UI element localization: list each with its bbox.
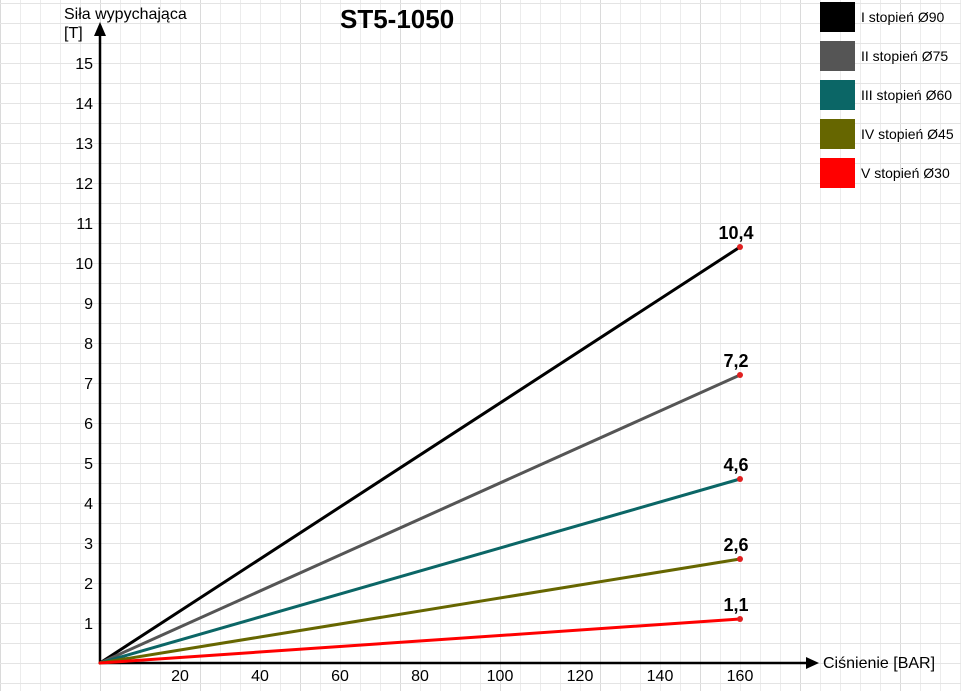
legend-swatch: [820, 2, 855, 32]
series-lines: [98, 245, 742, 665]
x-tick-label: 40: [251, 668, 269, 685]
y-axis-label-line1: Siła wypychająca: [64, 6, 187, 23]
legend-item: II stopień Ø75: [819, 39, 961, 78]
series-end-marker-4: [737, 556, 743, 562]
data-label-2: 7,2: [723, 351, 748, 371]
data-label-1: 10,4: [718, 223, 753, 243]
y-axis-label: Siła wypychająca [T]: [64, 5, 187, 43]
x-tick-labels: 20 40 60 80 100 120 140 160: [171, 668, 753, 685]
y-tick-label: 8: [84, 336, 93, 353]
series-line-4: [98, 557, 742, 665]
axes: [94, 22, 819, 669]
series-end-markers: [737, 244, 743, 622]
x-axis-label: Ciśnienie [BAR]: [823, 655, 936, 672]
x-tick-label: 120: [567, 668, 594, 685]
x-tick-label: 140: [647, 668, 674, 685]
series-line-5: [98, 617, 742, 665]
series-end-marker-1: [737, 244, 743, 250]
data-labels: 10,4 7,2 4,6 2,6 1,1: [718, 223, 753, 615]
y-tick-label: 5: [84, 456, 93, 473]
series-line-2: [98, 373, 742, 665]
y-tick-label: 7: [84, 376, 93, 393]
legend-label: II stopień Ø75: [861, 48, 949, 64]
series-line-3: [98, 477, 742, 665]
legend-swatch: [820, 158, 855, 188]
x-tick-label: 20: [171, 668, 189, 685]
data-label-5: 1,1: [723, 595, 748, 615]
y-tick-label: 4: [84, 496, 93, 513]
chart-title: ST5-1050: [340, 4, 455, 34]
legend-label: IV stopień Ø45: [861, 126, 954, 142]
series-end-marker-3: [737, 476, 743, 482]
series-end-marker-5: [737, 616, 743, 622]
y-tick-label: 12: [75, 176, 93, 193]
y-tick-label: 1: [84, 616, 93, 633]
y-tick-label: 15: [75, 56, 93, 73]
y-tick-label: 13: [75, 136, 93, 153]
x-tick-label: 60: [331, 668, 349, 685]
legend-swatch: [820, 80, 855, 110]
y-axis-arrow: [94, 22, 106, 36]
legend-item: IV stopień Ø45: [819, 117, 961, 156]
x-tick-label: 80: [411, 668, 429, 685]
data-label-4: 2,6: [723, 535, 748, 555]
x-axis-arrow: [806, 657, 819, 669]
legend-item: V stopień Ø30: [819, 156, 961, 195]
y-tick-label: 6: [84, 416, 93, 433]
legend-swatch: [820, 119, 855, 149]
y-tick-label: 10: [75, 256, 93, 273]
y-tick-label: 11: [76, 216, 93, 233]
series-line-1: [98, 245, 742, 665]
legend-item: I stopień Ø90: [819, 0, 961, 39]
x-tick-label: 160: [727, 668, 754, 685]
y-axis-label-line2: [T]: [64, 25, 83, 42]
series-end-marker-2: [737, 372, 743, 378]
x-tick-label: 100: [487, 668, 514, 685]
y-tick-label: 14: [75, 96, 93, 113]
legend: I stopień Ø90 II stopień Ø75 III stopień Ø…: [819, 0, 961, 195]
y-tick-label: 9: [84, 296, 93, 313]
legend-label: V stopień Ø30: [861, 165, 950, 181]
legend-label: III stopień Ø60: [861, 87, 953, 103]
legend-swatch: [820, 41, 855, 71]
y-tick-label: 2: [84, 576, 93, 593]
legend-label: I stopień Ø90: [861, 9, 945, 25]
data-label-3: 4,6: [723, 455, 748, 475]
legend-item: III stopień Ø60: [819, 78, 961, 117]
y-tick-label: 3: [84, 536, 93, 553]
